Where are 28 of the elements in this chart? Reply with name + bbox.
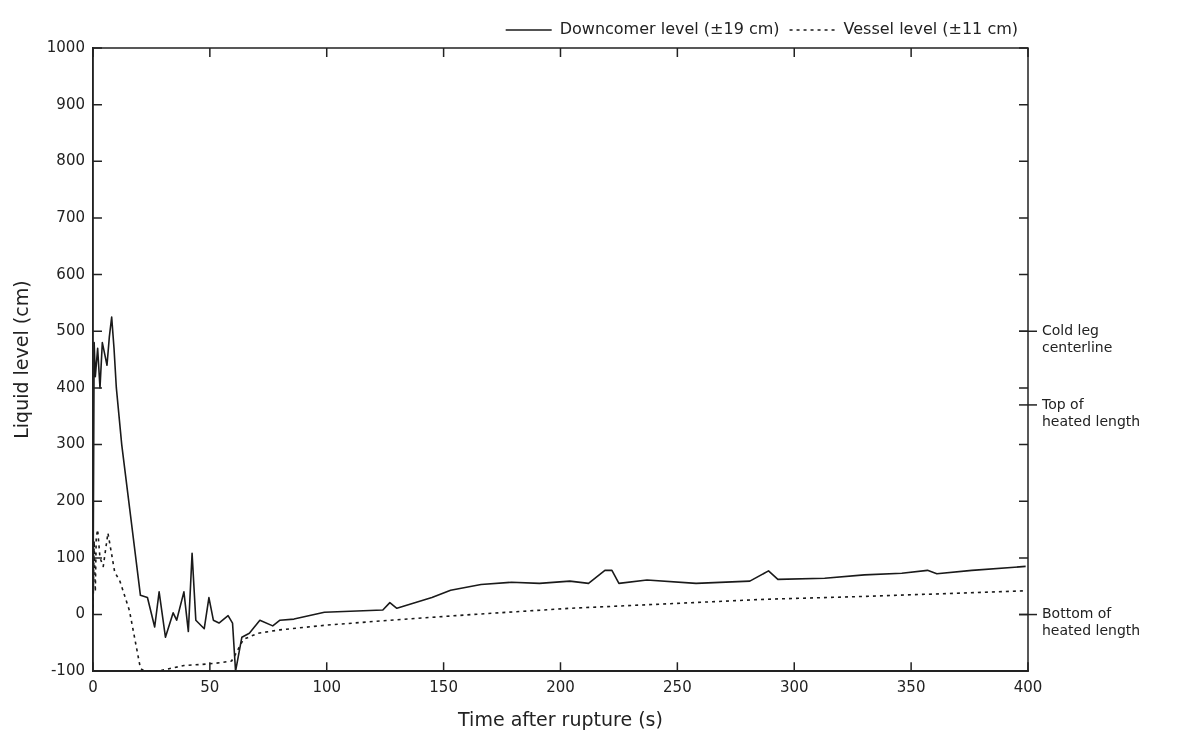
x-tick-label: 250 (663, 678, 692, 697)
ref-line-label: Top of heated length (1041, 395, 1141, 429)
x-tick-label: 400 (1013, 678, 1043, 697)
ref-line-label: Bottom of heated length (1042, 605, 1141, 639)
y-tick-label: 0 (75, 604, 85, 623)
y-tick-label: -100 (50, 661, 85, 680)
x-tick-label: 150 (429, 678, 458, 697)
y-tick-label: 100 (56, 547, 85, 566)
x-tick-label: 100 (312, 678, 342, 697)
x-tick-label: 200 (546, 678, 575, 697)
x-axis-title: Time after rupture (s) (457, 707, 663, 730)
y-tick-label: 600 (56, 264, 85, 283)
x-tick-label: 0 (88, 678, 98, 697)
y-tick-label: 500 (56, 321, 85, 340)
x-tick-label: 50 (200, 678, 220, 697)
y-tick-label: 700 (56, 207, 85, 226)
legend-label: Downcomer level (±19 cm) (559, 19, 780, 39)
y-axis-title: Liquid level (cm) (10, 280, 33, 439)
y-tick-label: 800 (56, 151, 85, 170)
ref-line-label: Cold leg centerline (1042, 321, 1113, 355)
y-tick-label: 200 (56, 491, 85, 510)
y-tick-label: 900 (56, 94, 85, 113)
x-tick-label: 300 (779, 678, 809, 697)
legend-label: Vessel level (±11 cm) (843, 19, 1019, 39)
y-tick-label: 1000 (46, 37, 85, 56)
y-tick-label: 300 (56, 434, 85, 453)
x-tick-label: 350 (896, 678, 926, 697)
y-tick-label: 400 (56, 377, 85, 396)
